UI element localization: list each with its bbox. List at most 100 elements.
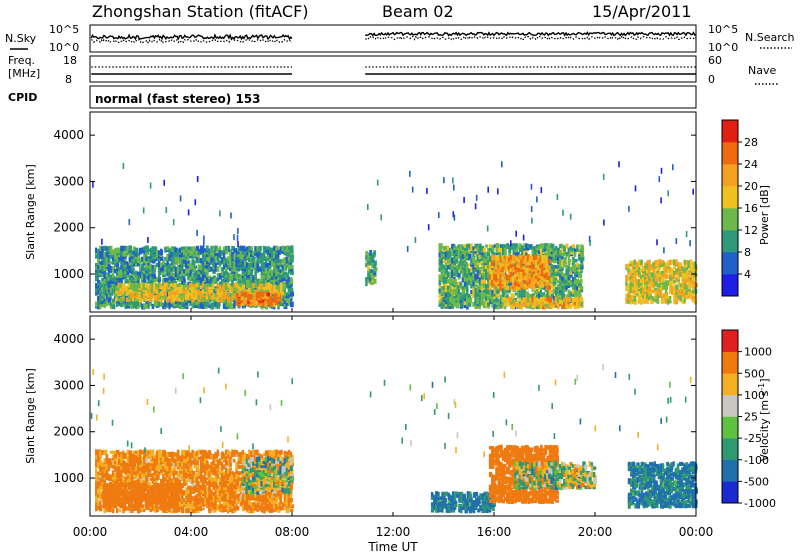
heatmap-cell <box>111 303 116 310</box>
heatmap-cell <box>514 256 518 263</box>
heatmap-cell <box>472 268 476 274</box>
heatmap-cell <box>573 303 577 310</box>
heatmap-cell <box>669 278 674 284</box>
heatmap-cell <box>565 294 568 298</box>
heatmap-cell <box>524 284 528 288</box>
heatmap-cell <box>677 262 680 267</box>
heatmap-cell <box>633 296 637 300</box>
heatmap-cell <box>275 281 278 286</box>
heatmap-cell <box>449 295 452 301</box>
heatmap-cell <box>656 288 659 294</box>
heatmap-cell <box>478 285 483 290</box>
heatmap-cell <box>669 266 672 271</box>
heatmap-cell <box>463 293 468 299</box>
heatmap-cell <box>660 287 664 292</box>
heatmap-cell <box>571 245 576 251</box>
heatmap-cell <box>174 298 178 302</box>
heatmap-cell <box>162 271 165 275</box>
heatmap-cell <box>197 274 200 280</box>
heatmap-cell <box>160 256 164 261</box>
heatmap-cell <box>646 260 649 264</box>
heatmap-cell <box>463 268 467 274</box>
heatmap-cell <box>669 300 672 304</box>
heatmap-cell <box>116 472 120 478</box>
heatmap-cell <box>160 262 163 268</box>
heatmap-cell <box>220 271 225 276</box>
heatmap-cell <box>153 246 158 251</box>
heatmap-cell <box>273 284 277 290</box>
heatmap-cell <box>532 269 537 275</box>
colorbar-tick-label: 8 <box>744 246 751 259</box>
heatmap-cell <box>463 284 467 291</box>
heatmap-cell <box>470 289 475 294</box>
heatmap-cell <box>214 300 217 305</box>
heatmap-cell <box>238 302 242 307</box>
heatmap-cell <box>132 450 137 455</box>
heatmap-cell <box>516 285 519 291</box>
heatmap-cell <box>227 284 231 290</box>
heatmap-cell <box>550 282 554 289</box>
heatmap-cell <box>669 296 672 300</box>
heatmap-cell <box>664 291 668 296</box>
heatmap-cell <box>453 270 457 276</box>
heatmap-cell <box>633 289 637 293</box>
heatmap-cell <box>283 271 287 275</box>
heatmap-cell <box>187 252 192 257</box>
heatmap-cell <box>369 250 373 256</box>
heatmap-cell <box>210 292 213 296</box>
heatmap-cell <box>218 252 222 257</box>
heatmap-cell <box>116 268 120 275</box>
heatmap-cell <box>654 276 659 282</box>
heatmap-cell <box>168 269 172 274</box>
heatmap-cell <box>480 245 485 251</box>
heatmap-cell <box>508 296 512 303</box>
heatmap-cell <box>203 287 208 292</box>
heatmap-cell <box>243 277 247 282</box>
heatmap-cell <box>289 277 293 282</box>
nave-tick-top: 60 <box>708 54 722 67</box>
heatmap-cell <box>576 244 580 248</box>
heatmap-cell <box>559 254 562 259</box>
heatmap-cell <box>193 248 198 253</box>
heatmap-cell <box>130 282 135 289</box>
heatmap-cell <box>189 248 193 253</box>
heatmap-cell <box>162 303 167 310</box>
heatmap-cell <box>550 248 555 252</box>
heatmap-cell <box>505 257 508 262</box>
heatmap-cell <box>569 266 574 272</box>
heatmap-cell <box>143 466 147 472</box>
heatmap-cell <box>470 243 473 249</box>
heatmap-cell <box>503 302 508 307</box>
heatmap-cell <box>220 267 224 271</box>
heatmap-cell <box>552 257 557 264</box>
heatmap-cell <box>470 262 474 267</box>
heatmap-cell <box>281 286 284 290</box>
heatmap-cell <box>161 285 166 290</box>
heatmap-cell <box>99 245 103 251</box>
heatmap-cell <box>233 234 235 241</box>
range-tick-label: 2000 <box>53 221 84 235</box>
heatmap-cell <box>537 274 541 278</box>
heatmap-cell <box>666 296 670 300</box>
heatmap-cell <box>109 287 114 293</box>
heatmap-cell <box>449 299 452 305</box>
heatmap-cell <box>195 258 200 264</box>
heatmap-cell <box>126 262 131 267</box>
heatmap-cell <box>522 275 527 280</box>
heatmap-cell <box>178 260 184 265</box>
heatmap-cell <box>552 295 557 301</box>
heatmap-cell <box>233 261 236 265</box>
heatmap-cell <box>487 261 491 268</box>
heatmap-cell <box>247 300 251 304</box>
heatmap-cell <box>273 254 277 259</box>
heatmap-cell <box>478 267 483 271</box>
heatmap-cell <box>459 292 462 296</box>
heatmap-cell <box>664 274 669 280</box>
heatmap-cell <box>567 280 572 287</box>
heatmap-cell <box>281 264 285 270</box>
heatmap-cell <box>199 245 204 252</box>
heatmap-cell <box>116 267 120 272</box>
heatmap-cell <box>155 459 160 466</box>
heatmap-cell <box>499 263 502 269</box>
heatmap-cell <box>250 304 253 309</box>
